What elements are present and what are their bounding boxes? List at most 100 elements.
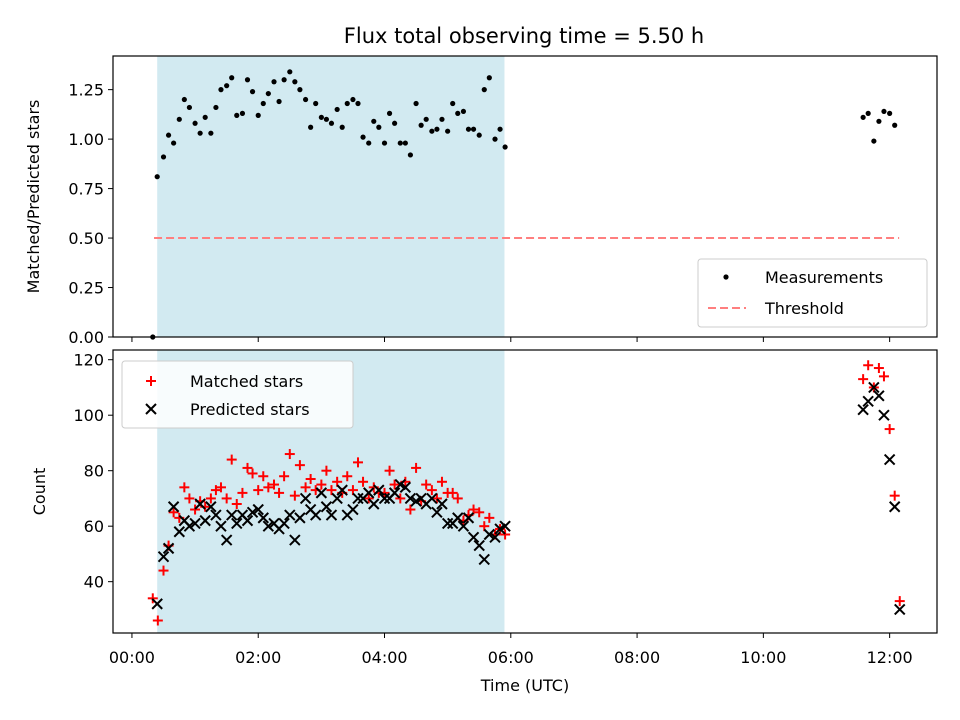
measurement-point <box>465 126 472 132</box>
measurement-point <box>281 77 287 83</box>
top-y-tick-label: 0.75 <box>68 180 104 199</box>
predicted-star-point <box>252 503 264 516</box>
predicted-star-point <box>278 517 290 530</box>
predicted-star-point <box>309 509 322 521</box>
matched-star-point <box>205 493 216 504</box>
matched-star-point <box>221 493 232 504</box>
legend-measurements-label: Measurements <box>765 268 883 287</box>
predicted-star-point <box>294 512 306 524</box>
measurement-point <box>350 96 356 103</box>
chart-title: Flux total observing time = 5.50 h <box>344 24 704 48</box>
measurement-point <box>392 120 398 126</box>
matched-star-point <box>321 465 332 476</box>
predicted-star-point <box>315 487 328 499</box>
top-x-axis-ticks <box>131 337 891 342</box>
bottom-x-tick-label: 08:00 <box>614 648 660 667</box>
bottom-x-axis-label: Time (UTC) <box>480 676 569 695</box>
matched-star-point <box>215 482 226 493</box>
predicted-star-point <box>299 492 312 505</box>
bottom-x-tick-label: 00:00 <box>109 648 155 667</box>
measurement-point <box>271 79 277 85</box>
measurement-point <box>265 90 271 97</box>
legend-matched-marker <box>146 376 156 386</box>
matched-star-point <box>452 493 463 504</box>
matched-star-point <box>168 507 179 518</box>
measurement-point <box>476 132 482 138</box>
predicted-stars-points <box>151 381 906 616</box>
measurement-point <box>260 100 266 107</box>
bottom-x-tick-label: 06:00 <box>488 648 534 667</box>
predicted-star-point <box>325 509 338 521</box>
matched-star-point <box>421 479 432 490</box>
predicted-star-point <box>862 395 874 408</box>
predicted-star-point <box>183 520 196 532</box>
predicted-star-point <box>215 520 227 532</box>
measurement-point <box>445 128 451 134</box>
measurement-point <box>160 154 167 160</box>
measurement-point <box>197 130 203 136</box>
matched-star-point <box>500 529 511 540</box>
measurement-point <box>455 110 461 116</box>
measurement-point <box>229 75 235 81</box>
measurement-point <box>887 110 893 116</box>
bottom-y-tick-label: 80 <box>84 462 104 481</box>
measurement-point <box>192 120 198 126</box>
matched-star-point <box>405 504 416 515</box>
measurement-point <box>418 122 424 128</box>
measurement-point <box>213 104 219 111</box>
measurement-point <box>386 110 393 116</box>
predicted-star-point <box>883 453 896 466</box>
matched-star-point <box>242 462 253 473</box>
predicted-star-point <box>262 520 275 532</box>
measurement-point <box>318 114 324 120</box>
matched-star-point <box>289 490 300 501</box>
matched-star-point <box>274 487 285 498</box>
predicted-star-point <box>873 390 885 402</box>
matched-star-point <box>258 471 269 482</box>
predicted-star-point <box>220 534 233 546</box>
top-y-tick-label: 1.25 <box>68 81 104 100</box>
matched-star-point <box>384 465 395 476</box>
bottom-y-axis-label: Count <box>30 468 49 516</box>
predicted-star-point <box>336 484 348 496</box>
matched-star-point <box>305 474 316 485</box>
measurement-point <box>171 140 177 146</box>
predicted-star-point <box>241 514 254 527</box>
predicted-star-point <box>473 539 485 552</box>
matched-star-point <box>332 476 343 487</box>
shaded-span-top <box>157 56 505 337</box>
predicted-star-point <box>151 598 163 610</box>
measurement-point <box>186 104 193 111</box>
predicted-star-point <box>431 506 443 519</box>
measurement-point <box>292 79 298 85</box>
predicted-star-point <box>284 509 296 521</box>
measurement-point <box>423 116 429 122</box>
matched-star-point <box>190 504 201 515</box>
predicted-star-point <box>246 506 259 519</box>
legend-threshold-label: Threshold <box>764 299 844 318</box>
top-y-tick-label: 0.00 <box>68 328 104 347</box>
predicted-star-point <box>483 528 496 541</box>
predicted-star-point <box>225 509 238 521</box>
predicted-star-point <box>257 512 269 524</box>
predicted-star-point <box>331 492 343 505</box>
predicted-star-point <box>199 514 211 527</box>
matched-star-point <box>263 482 274 493</box>
matched-star-point <box>479 521 490 532</box>
measurement-point <box>497 126 503 132</box>
matched-star-point <box>411 462 422 473</box>
measurement-point <box>255 112 261 118</box>
top-y-tick-label: 0.50 <box>68 229 104 248</box>
matched-star-point <box>474 507 485 518</box>
bottom-y-tick-label: 100 <box>73 406 104 425</box>
measurement-point <box>371 118 377 124</box>
matched-star-point <box>269 479 280 490</box>
matched-star-point <box>431 493 442 504</box>
matched-star-point <box>179 482 190 493</box>
matched-star-point <box>884 424 895 435</box>
top-legend-box <box>697 258 928 328</box>
measurement-point <box>334 106 340 113</box>
matched-star-point <box>231 498 242 509</box>
measurement-point <box>224 83 230 89</box>
